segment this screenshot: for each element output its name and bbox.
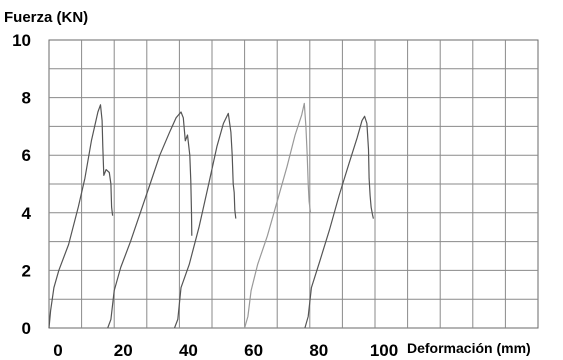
series-line-3 — [173, 112, 237, 329]
x-ticks: 0 20 40 60 80 100 — [53, 341, 398, 360]
y-tick-label: 4 — [22, 204, 32, 223]
y-tick-label: 8 — [22, 89, 31, 108]
y-axis-label: Fuerza (KN) — [4, 9, 88, 26]
x-tick-label: 20 — [114, 341, 133, 360]
x-axis-label: Deformación (mm) — [407, 340, 531, 356]
y-tick-label: 2 — [22, 261, 31, 280]
series-layer — [48, 102, 374, 329]
y-tick-label: 10 — [12, 31, 31, 50]
series-line-1 — [48, 104, 114, 329]
grid — [49, 40, 538, 328]
x-tick-label: 100 — [370, 341, 398, 360]
series-line-2 — [107, 111, 193, 329]
x-tick-label: 80 — [309, 341, 328, 360]
y-tick-label: 0 — [22, 319, 31, 338]
x-tick-label: 0 — [53, 341, 62, 360]
y-ticks: 0 2 4 6 8 10 — [12, 31, 31, 338]
x-tick-label: 60 — [244, 341, 263, 360]
x-tick-label: 40 — [179, 341, 198, 360]
y-tick-label: 6 — [22, 146, 31, 165]
series-line-5 — [304, 115, 374, 329]
series-line-4 — [244, 102, 312, 329]
